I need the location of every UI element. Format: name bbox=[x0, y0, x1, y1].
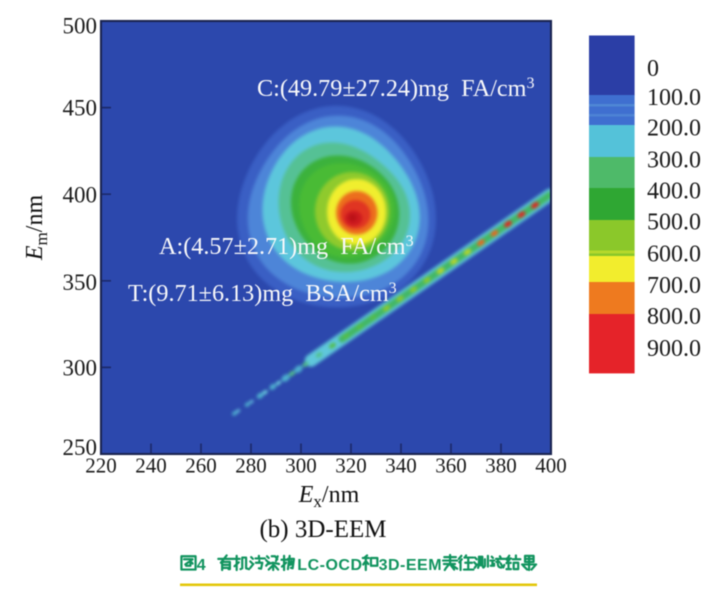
svg-text:400: 400 bbox=[535, 454, 567, 478]
svg-text:250: 250 bbox=[63, 435, 98, 460]
svg-text:800.0: 800.0 bbox=[647, 304, 701, 330]
svg-text:LC-OCD: LC-OCD bbox=[297, 557, 362, 574]
svg-text:240: 240 bbox=[135, 454, 167, 478]
svg-text:360: 360 bbox=[435, 454, 467, 478]
svg-text:400.0: 400.0 bbox=[647, 178, 701, 204]
svg-text:350: 350 bbox=[63, 270, 98, 295]
svg-text:320: 320 bbox=[335, 454, 367, 478]
svg-text:400: 400 bbox=[63, 183, 98, 208]
svg-text:380: 380 bbox=[485, 454, 517, 478]
svg-text:600.0: 600.0 bbox=[647, 241, 701, 267]
svg-text:C:(49.79±27.24)mg FA/cm3: C:(49.79±27.24)mg FA/cm3 bbox=[257, 75, 534, 102]
svg-text:220: 220 bbox=[85, 454, 117, 478]
svg-text:700.0: 700.0 bbox=[647, 273, 701, 299]
svg-text:300: 300 bbox=[285, 454, 317, 478]
svg-text:300.0: 300.0 bbox=[647, 148, 701, 174]
svg-text:280: 280 bbox=[235, 454, 267, 478]
svg-text:3D-EEM: 3D-EEM bbox=[379, 557, 442, 574]
svg-text:100.0: 100.0 bbox=[647, 85, 701, 111]
svg-text:0: 0 bbox=[647, 56, 659, 82]
svg-text:900.0: 900.0 bbox=[647, 336, 701, 362]
svg-text:450: 450 bbox=[63, 96, 98, 121]
svg-text:T:(9.71±6.13)mg BSA/cm3: T:(9.71±6.13)mg BSA/cm3 bbox=[128, 280, 397, 307]
svg-text:4: 4 bbox=[197, 557, 206, 574]
svg-text:340: 340 bbox=[385, 454, 417, 478]
svg-text:200.0: 200.0 bbox=[647, 115, 701, 141]
svg-text:500: 500 bbox=[63, 14, 98, 39]
svg-text:500.0: 500.0 bbox=[647, 209, 701, 235]
svg-text:(b) 3D-EEM: (b) 3D-EEM bbox=[259, 516, 386, 543]
svg-text:A:(4.57±2.71)mg FA/cm3: A:(4.57±2.71)mg FA/cm3 bbox=[159, 233, 414, 260]
svg-text:Ex/nm: Ex/nm bbox=[298, 482, 360, 511]
svg-text:260: 260 bbox=[185, 454, 217, 478]
svg-text:Em/nm: Em/nm bbox=[22, 195, 51, 262]
svg-text:300: 300 bbox=[63, 356, 98, 381]
